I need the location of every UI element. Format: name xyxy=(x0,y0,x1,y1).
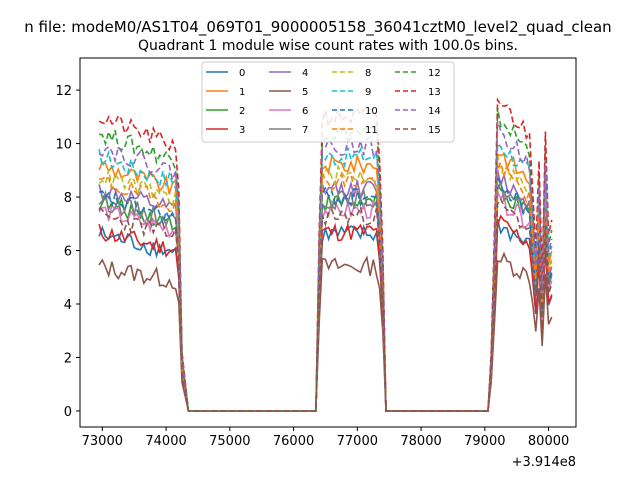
legend-label: 15 xyxy=(428,125,441,136)
x-axis-ticks: 73000 74000 75000 76000 77000 78000 79000 80000 xyxy=(82,427,569,449)
series-line-8 xyxy=(98,154,553,412)
y-tick-label: 12 xyxy=(55,84,72,99)
series-line-15 xyxy=(98,197,553,412)
x-tick-label: 80000 xyxy=(528,434,569,449)
legend-label: 0 xyxy=(239,68,245,79)
x-tick-label: 76000 xyxy=(273,434,314,449)
x-tick-label: 75000 xyxy=(209,434,250,449)
series-line-5 xyxy=(98,251,553,412)
x-tick-label: 73000 xyxy=(82,434,123,449)
legend-label: 11 xyxy=(365,125,378,136)
legend-label: 1 xyxy=(239,87,245,98)
chart-title: Quadrant 1 module wise count rates with … xyxy=(138,38,518,54)
x-tick-label: 77000 xyxy=(337,434,378,449)
x-tick-label: 79000 xyxy=(464,434,505,449)
x-tick-label: 74000 xyxy=(145,434,186,449)
y-axis-ticks: 0 2 4 6 8 10 12 xyxy=(55,84,80,420)
x-offset-text: +3.914e8 xyxy=(512,455,576,470)
legend-label: 12 xyxy=(428,68,441,79)
legend-label: 8 xyxy=(365,68,371,79)
legend-label: 6 xyxy=(302,106,308,117)
legend-label: 14 xyxy=(428,106,441,117)
legend-label: 2 xyxy=(239,106,245,117)
series-line-7 xyxy=(98,179,553,412)
legend-box xyxy=(201,61,455,143)
y-tick-label: 8 xyxy=(64,191,72,206)
series-line-9 xyxy=(98,141,553,412)
y-tick-label: 0 xyxy=(64,405,72,420)
legend-label: 5 xyxy=(302,87,308,98)
y-tick-label: 6 xyxy=(64,245,72,260)
series-line-2 xyxy=(98,181,553,412)
series-line-1 xyxy=(98,152,553,412)
legend-label: 9 xyxy=(365,87,371,98)
y-tick-label: 10 xyxy=(55,138,72,153)
series-line-11 xyxy=(99,160,553,412)
series-line-14 xyxy=(98,121,553,412)
x-tick-label: 78000 xyxy=(400,434,441,449)
series-line-0 xyxy=(98,218,553,412)
series-line-10 xyxy=(98,176,553,412)
y-tick-label: 4 xyxy=(64,298,72,313)
series-line-3 xyxy=(98,214,553,412)
legend-label: 10 xyxy=(365,106,378,117)
figure-suptitle: n file: modeM0/AS1T04_069T01_9000005158_… xyxy=(24,18,611,37)
legend-label: 4 xyxy=(302,68,308,79)
legend-label: 13 xyxy=(428,87,441,98)
series-lines xyxy=(98,97,553,412)
series-line-6 xyxy=(98,191,553,412)
plot-frame xyxy=(79,57,577,428)
legend-label: 7 xyxy=(302,125,308,136)
legend-label: 3 xyxy=(239,125,245,136)
y-tick-label: 2 xyxy=(64,351,72,366)
